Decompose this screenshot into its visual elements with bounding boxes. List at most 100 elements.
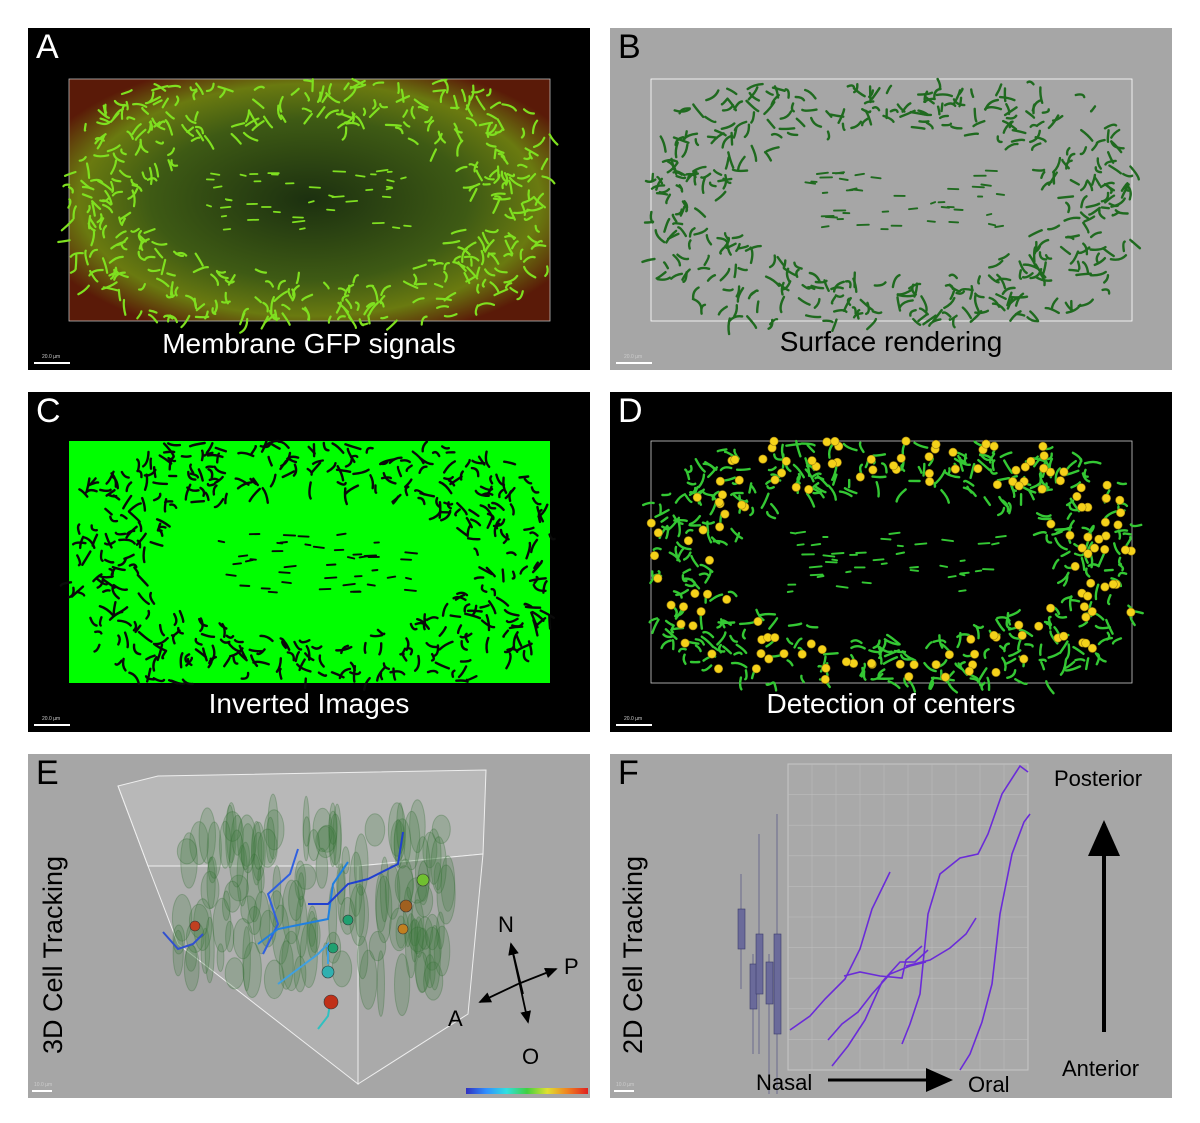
cell-center-marker <box>758 454 768 464</box>
cell-center-marker <box>924 452 934 462</box>
track-color-scale <box>466 1088 588 1094</box>
cell-center-marker <box>1038 441 1048 451</box>
cell-center-marker <box>896 453 906 463</box>
cell-center-marker <box>817 645 827 655</box>
cell-center-marker <box>931 660 941 670</box>
cell-center-marker <box>895 659 905 669</box>
cell-center-marker <box>992 480 1002 490</box>
cell-center-marker <box>764 654 774 664</box>
scale-bar-label: 20.0 µm <box>42 716 61 722</box>
cell-center-marker <box>714 497 724 507</box>
cell-center-marker <box>1076 483 1086 493</box>
box-plot-box <box>737 908 746 950</box>
box-plot-box <box>755 933 764 995</box>
direction-top-label: Posterior <box>1054 766 1143 791</box>
cell-center-marker <box>1113 520 1123 530</box>
panel-letter: A <box>36 28 59 66</box>
cell-track-line <box>831 949 929 1067</box>
cell-center-marker <box>730 455 740 465</box>
scale-bar-label: 10.0 µm <box>616 1082 635 1088</box>
cell-center-marker <box>855 472 865 482</box>
cell-center-marker <box>756 649 766 659</box>
cell-center-marker <box>715 476 725 486</box>
cell-center-marker <box>646 518 656 528</box>
cell-center-marker <box>964 666 974 676</box>
scale-bar <box>616 724 652 726</box>
cell-center-marker <box>718 490 728 500</box>
compass-north-label: N <box>498 912 514 937</box>
cell-center-marker <box>714 664 724 674</box>
cell-center-marker <box>901 436 911 446</box>
panel-caption: Membrane GFP signals <box>162 328 456 359</box>
compass-arrows <box>478 942 558 1024</box>
cell-center-marker <box>1100 517 1110 527</box>
surface-rendering-image <box>641 77 1142 336</box>
cell-center-marker <box>1089 543 1099 553</box>
axis-end-label: Oral <box>968 1072 1010 1097</box>
cell-center-marker <box>1077 502 1087 512</box>
cell-center-marker <box>1100 545 1110 555</box>
inverted-image <box>59 439 556 691</box>
scale-bar-label: 20.0 µm <box>624 354 643 360</box>
cell-center-marker <box>1101 493 1111 503</box>
cell-center-marker <box>827 459 837 469</box>
cell-center-marker <box>924 469 934 479</box>
cell-center-marker <box>1102 480 1112 490</box>
cell-center-marker <box>866 454 876 464</box>
3d-tracking-view <box>117 769 558 1086</box>
tracked-cell-sphere <box>397 923 409 935</box>
box-plot-box <box>773 933 782 1035</box>
cell-center-marker <box>770 633 780 643</box>
cell-center-marker <box>791 482 801 492</box>
scale-bar-label: 20.0 µm <box>624 716 643 722</box>
cell-center-marker <box>751 664 761 674</box>
cell-center-marker <box>1077 543 1087 553</box>
cell-center-marker <box>868 465 878 475</box>
cell-center-marker <box>715 522 725 532</box>
cell-center-marker <box>991 667 1001 677</box>
panel-a: A Membrane GFP signals 20.0 µm <box>28 28 590 370</box>
cell-center-marker <box>889 461 899 471</box>
cell-center-marker <box>1115 495 1125 505</box>
cell-center-marker <box>925 477 935 487</box>
axis-start-label: Nasal <box>756 1070 813 1095</box>
cell-center-marker <box>696 607 706 617</box>
cell-track <box>308 831 404 905</box>
direction-bottom-label: Anterior <box>1062 1056 1140 1081</box>
cell-center-marker <box>1008 477 1018 487</box>
cell-center-marker <box>904 672 914 682</box>
tracked-cell-sphere <box>189 920 201 932</box>
cell-center-marker <box>680 638 690 648</box>
cell-center-marker <box>950 464 960 474</box>
cell-center-marker <box>1046 519 1056 529</box>
tracked-cell-sphere <box>323 994 339 1010</box>
cell-center-marker <box>779 649 789 659</box>
cell-center-marker <box>781 456 791 466</box>
compass-oral-label: O <box>522 1044 540 1069</box>
membrane-signal <box>57 77 559 334</box>
cell-center-marker <box>653 528 663 538</box>
tracked-cell-sphere <box>342 914 354 926</box>
panel-b: B Surface rendering 20.0 µm <box>610 28 1172 370</box>
cell-track-line <box>843 945 923 979</box>
scale-bar <box>34 724 70 726</box>
cell-center-marker <box>705 555 715 565</box>
cell-center-marker <box>649 551 659 561</box>
cell-center-marker <box>753 617 763 627</box>
cell-center-marker <box>1037 484 1047 494</box>
panel-side-label: 3D Cell Tracking <box>38 855 68 1054</box>
cell-center-marker <box>989 441 999 451</box>
cell-center-marker <box>653 573 663 583</box>
cell-center-marker <box>1094 534 1104 544</box>
cell-center-marker <box>1083 591 1093 601</box>
cell-track <box>277 941 329 985</box>
cell-center-marker <box>720 509 730 519</box>
cell-center-marker <box>1065 530 1075 540</box>
cell-center-marker <box>1026 456 1036 466</box>
cell-center-marker <box>973 464 983 474</box>
cell-center-marker <box>692 492 702 502</box>
cell-center-marker <box>690 589 700 599</box>
tracked-cell-sphere <box>399 899 413 913</box>
panel-e: E 3D Cell Tracking N P A O 10.0 µm <box>28 754 590 1098</box>
center-detection-image <box>642 436 1144 695</box>
